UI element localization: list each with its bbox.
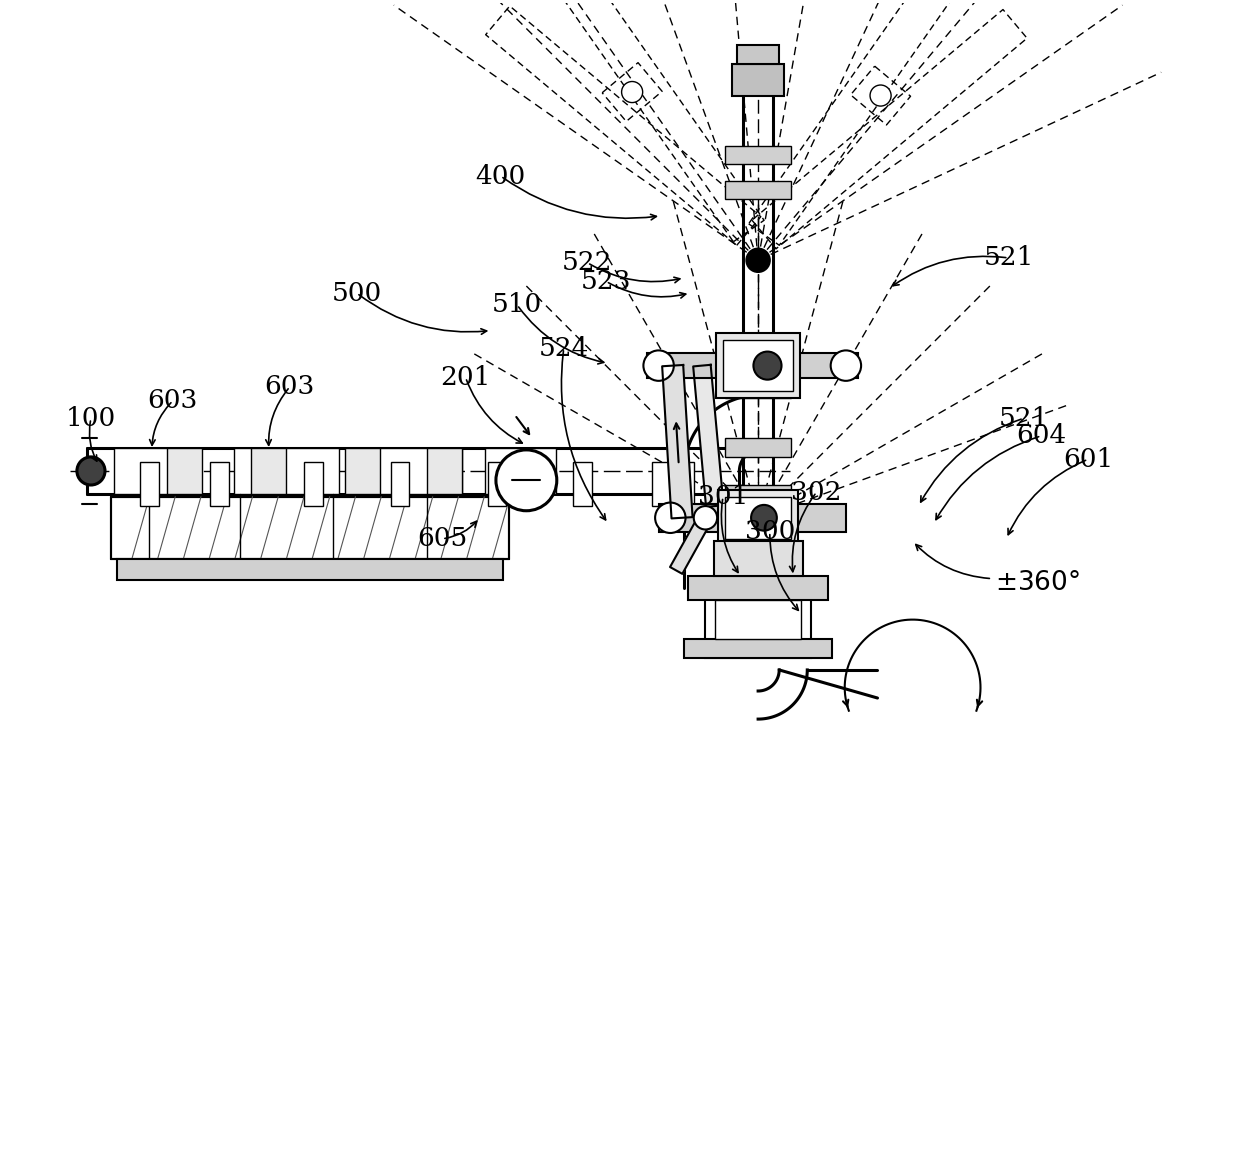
Text: 300: 300	[745, 520, 795, 544]
Circle shape	[751, 505, 776, 530]
Bar	[706, 588, 811, 659]
Polygon shape	[693, 365, 724, 507]
Text: 605: 605	[417, 527, 467, 552]
Text: 523: 523	[580, 269, 631, 294]
Bar	[368, 448, 463, 494]
Circle shape	[621, 81, 642, 102]
Bar	[733, 64, 784, 96]
Bar	[573, 462, 591, 506]
Bar	[117, 559, 503, 580]
Bar	[684, 640, 832, 659]
Text: $\pm360°$: $\pm360°$	[994, 569, 1080, 595]
Circle shape	[693, 506, 717, 529]
Bar	[345, 448, 379, 494]
Circle shape	[77, 457, 105, 485]
Text: 524: 524	[538, 335, 589, 361]
Circle shape	[496, 450, 557, 510]
Bar	[675, 462, 693, 506]
Circle shape	[754, 352, 781, 380]
Text: 603: 603	[148, 388, 198, 413]
Circle shape	[655, 502, 686, 533]
Bar	[688, 576, 828, 600]
Circle shape	[644, 350, 673, 381]
Polygon shape	[662, 365, 693, 519]
Bar	[725, 439, 791, 457]
Bar	[252, 448, 286, 494]
Circle shape	[831, 350, 861, 381]
Text: 604: 604	[1017, 423, 1066, 448]
Bar	[427, 448, 463, 494]
Bar	[234, 448, 339, 494]
Bar	[651, 462, 671, 506]
Text: 201: 201	[440, 365, 491, 389]
Bar	[737, 45, 779, 64]
Text: 522: 522	[562, 250, 613, 275]
Bar	[725, 526, 791, 544]
Bar	[723, 340, 794, 390]
Bar	[714, 541, 802, 576]
Circle shape	[870, 85, 892, 106]
Circle shape	[746, 248, 770, 272]
Bar	[725, 181, 791, 200]
Text: 521: 521	[998, 406, 1049, 430]
Bar	[110, 496, 508, 559]
Bar	[211, 462, 229, 506]
Text: 302: 302	[791, 480, 842, 505]
Bar	[725, 485, 791, 503]
Bar	[647, 353, 858, 379]
Bar	[167, 448, 202, 494]
Bar	[715, 334, 800, 397]
Bar	[487, 462, 506, 506]
Bar	[391, 462, 409, 506]
Bar	[725, 345, 791, 363]
Bar	[725, 496, 791, 539]
Text: 301: 301	[698, 485, 748, 509]
Text: 500: 500	[331, 281, 382, 306]
Bar	[718, 489, 797, 546]
Text: 601: 601	[1063, 447, 1114, 472]
Bar	[304, 462, 322, 506]
Text: 100: 100	[66, 406, 117, 430]
Text: 510: 510	[492, 293, 542, 318]
Bar	[658, 503, 846, 532]
Bar	[485, 448, 556, 494]
Polygon shape	[670, 514, 712, 574]
Bar	[725, 380, 791, 399]
Text: 521: 521	[983, 246, 1034, 270]
Bar	[725, 146, 791, 165]
Text: 400: 400	[475, 163, 526, 188]
Bar	[714, 600, 801, 640]
Bar	[140, 462, 159, 506]
Text: 603: 603	[265, 374, 315, 399]
Bar	[114, 448, 196, 494]
